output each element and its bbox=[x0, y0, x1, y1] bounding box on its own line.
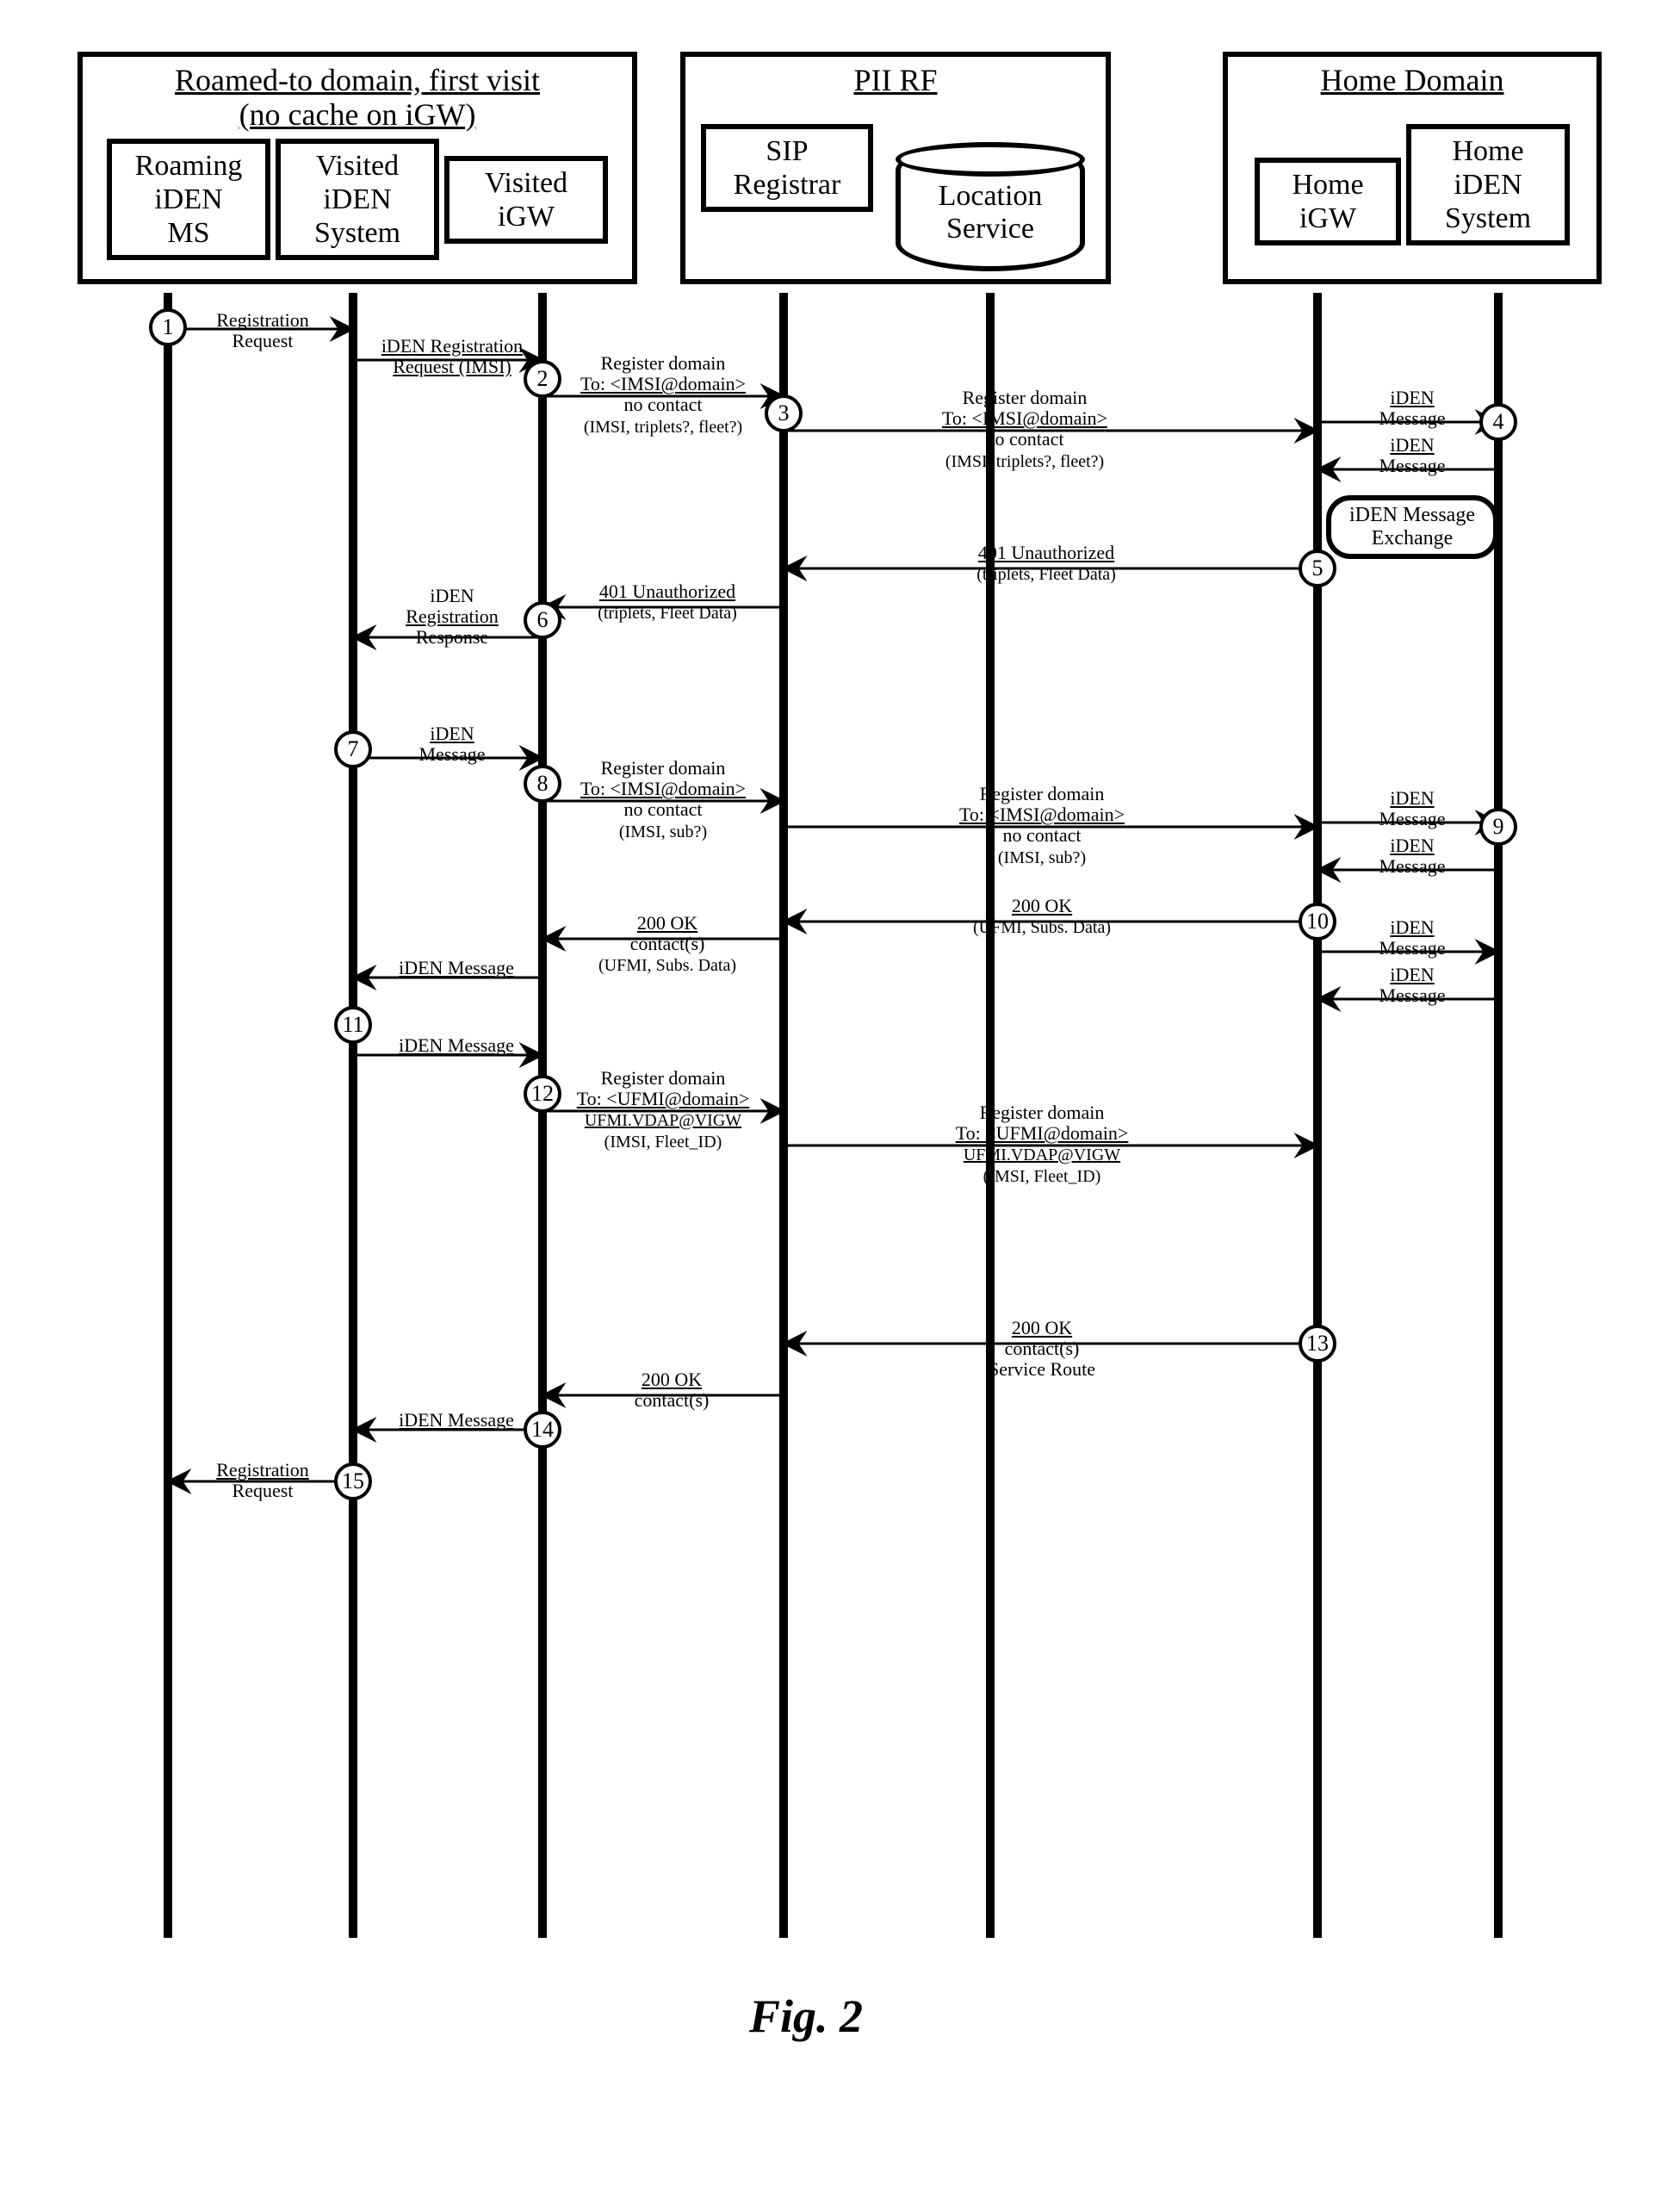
msg-10b: 200 OKcontact(s)(UFMI, Subs. Data) bbox=[560, 913, 775, 976]
msg-10d: iDENMessage bbox=[1352, 965, 1472, 1006]
group-home: Home Domain HomeiGW HomeiDENSystem bbox=[1223, 52, 1602, 284]
msg-8b: Register domainTo: <IMSI@domain> no cont… bbox=[870, 784, 1214, 867]
msg-11b: iDEN Message bbox=[375, 1035, 538, 1056]
msg-12: Register domainTo: <UFMI@domain> UFMI.VD… bbox=[551, 1068, 775, 1152]
sequence-diagram: Roamed-to domain, first visit (no cache … bbox=[34, 34, 1646, 2170]
msg-1: RegistrationRequest bbox=[177, 310, 349, 351]
msg-9a: iDENMessage bbox=[1352, 788, 1472, 829]
step-circle-14: 14 bbox=[524, 1411, 561, 1449]
actor-location-service: LocationService bbox=[896, 142, 1085, 271]
step-circle-1: 1 bbox=[149, 308, 187, 346]
msg-14: 200 OKcontact(s) bbox=[577, 1369, 766, 1411]
step-circle-9: 9 bbox=[1479, 808, 1517, 846]
msg-8: Register domainTo: <IMSI@domain> no cont… bbox=[551, 758, 775, 841]
step-circle-7: 7 bbox=[334, 730, 372, 768]
step-circle-6: 6 bbox=[524, 601, 561, 639]
actor-sip-registrar: SIPRegistrar bbox=[701, 124, 873, 212]
actor-visited-igw: VisitediGW bbox=[444, 156, 608, 244]
group-visited: Roamed-to domain, first visit (no cache … bbox=[77, 52, 637, 284]
actor-home-igw: HomeiGW bbox=[1255, 158, 1401, 245]
lifeline-vigw bbox=[538, 293, 547, 1938]
msg-6: 401 Unauthorized(triplets, Fleet Data) bbox=[560, 581, 775, 623]
step-circle-4: 4 bbox=[1479, 403, 1517, 441]
lifeline-higw bbox=[1313, 293, 1322, 1938]
group-piirf-title: PII RF bbox=[692, 64, 1099, 98]
step-circle-10: 10 bbox=[1299, 903, 1336, 941]
step-circle-3: 3 bbox=[765, 394, 803, 432]
msg-15: RegistrationRequest bbox=[181, 1460, 344, 1501]
msg-6b: iDENRegistrationResponse bbox=[379, 586, 525, 649]
figure-caption: Fig. 2 bbox=[749, 1990, 863, 2043]
msg-3: Register domainTo: <IMSI@domain> no cont… bbox=[852, 388, 1197, 471]
msg-13: 200 OKcontact(s)Service Route bbox=[870, 1318, 1214, 1381]
lifeline-ms bbox=[164, 293, 172, 1938]
msg-4a: iDENMessage bbox=[1352, 388, 1472, 429]
msg-5: 401 Unauthorized(triplets, Fleet Data) bbox=[852, 543, 1240, 584]
msg-10c: iDENMessage bbox=[1352, 917, 1472, 959]
msg-10: 200 OK(UFMI, Subs. Data) bbox=[870, 896, 1214, 937]
iden-message-exchange-box: iDEN MessageExchange bbox=[1326, 495, 1498, 559]
step-circle-15: 15 bbox=[334, 1462, 372, 1500]
msg-11a: iDEN Message bbox=[375, 958, 538, 978]
arrow-layer bbox=[34, 34, 1646, 2170]
actor-roaming-ms: RoamingiDENMS bbox=[107, 139, 270, 260]
lifeline-locsvc bbox=[986, 293, 995, 1938]
step-circle-12: 12 bbox=[524, 1075, 561, 1113]
group-home-title: Home Domain bbox=[1235, 64, 1590, 98]
actor-home-system: HomeiDENSystem bbox=[1406, 124, 1570, 245]
msg-7: iDENMessage bbox=[379, 723, 525, 765]
msg-12b: Register domainTo: <UFMI@domain> UFMI.VD… bbox=[870, 1102, 1214, 1186]
lifeline-hsys bbox=[1494, 293, 1503, 1938]
msg-1b: iDEN RegistrationRequest (IMSI) bbox=[362, 336, 542, 377]
msg-14b: iDEN Message bbox=[375, 1410, 538, 1431]
msg-4b: iDENMessage bbox=[1352, 435, 1472, 476]
step-circle-2: 2 bbox=[524, 360, 561, 398]
step-circle-5: 5 bbox=[1299, 549, 1336, 587]
step-circle-11: 11 bbox=[334, 1006, 372, 1044]
msg-9b: iDENMessage bbox=[1352, 835, 1472, 877]
lifeline-vsys bbox=[349, 293, 357, 1938]
actor-visited-system: VisitediDENSystem bbox=[276, 139, 439, 260]
group-visited-title: Roamed-to domain, first visit (no cache … bbox=[90, 64, 625, 132]
step-circle-13: 13 bbox=[1299, 1325, 1336, 1363]
lifeline-sipreg bbox=[779, 293, 788, 1938]
msg-2: Register domainTo: <IMSI@domain> no cont… bbox=[551, 353, 775, 437]
step-circle-8: 8 bbox=[524, 765, 561, 803]
